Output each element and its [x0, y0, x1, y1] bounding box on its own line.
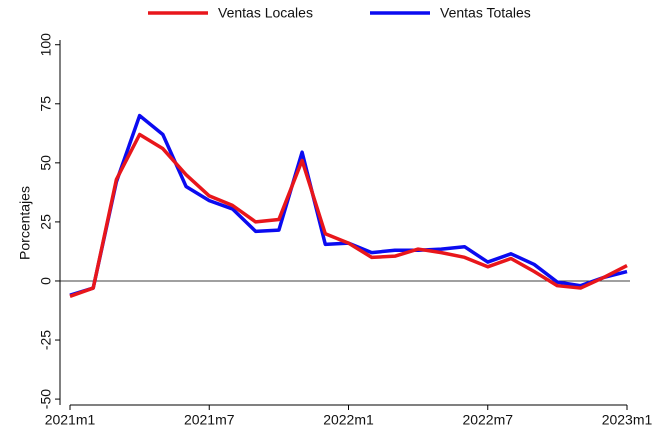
y-tick-label: -25	[38, 330, 54, 350]
y-tick-label: 50	[38, 155, 54, 171]
y-tick-label: 0	[38, 277, 54, 285]
y-tick-label: 75	[38, 96, 54, 112]
y-tick-label: -50	[38, 389, 54, 409]
legend-label: Ventas Totales	[440, 5, 531, 21]
x-tick-label: 2022m1	[323, 412, 374, 428]
y-axis-label: Porcentajes	[17, 186, 33, 260]
legend-label: Ventas Locales	[218, 5, 313, 21]
y-tick-label: 25	[38, 214, 54, 230]
x-tick-label: 2021m7	[184, 412, 235, 428]
y-tick-label: 100	[38, 33, 54, 57]
series-line	[69, 132, 628, 298]
x-tick-label: 2023m1	[602, 412, 653, 428]
x-tick-label: 2021m1	[45, 412, 96, 428]
x-tick-label: 2022m7	[462, 412, 513, 428]
